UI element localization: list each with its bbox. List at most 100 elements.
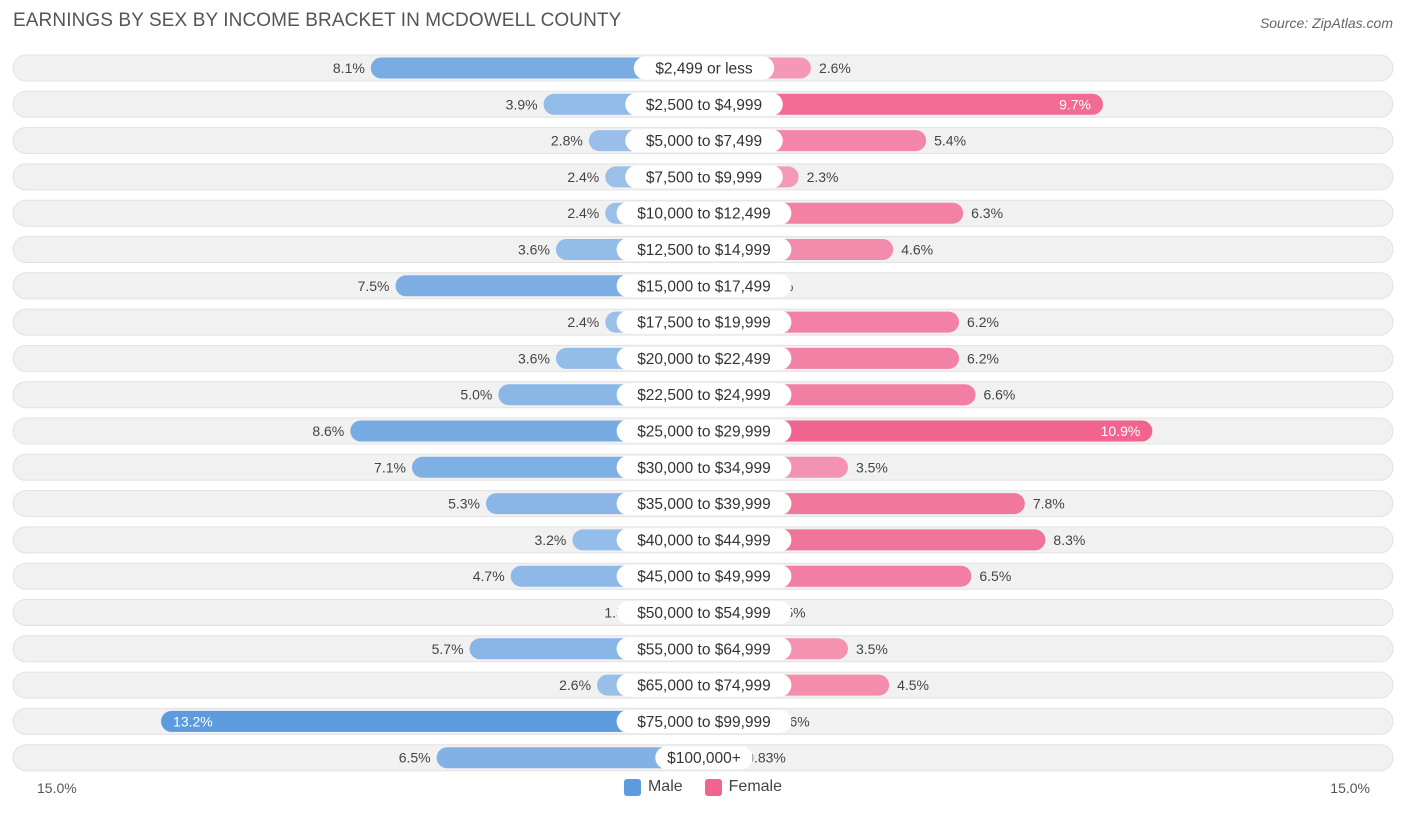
category-pill: [655, 746, 753, 770]
female-value-label: 4.6%: [901, 242, 933, 258]
female-value-label: 3.5%: [856, 641, 888, 657]
female-value-label: 4.5%: [897, 677, 929, 693]
category-label: $25,000 to $29,999: [637, 424, 771, 441]
male-bar: [161, 710, 705, 732]
female-value-label: 2.6%: [819, 60, 851, 76]
female-value-label: 6.2%: [967, 350, 999, 366]
bar-row: 2.8% 5.4% $5,000 to $7,499: [12, 127, 1394, 155]
female-bar: [704, 93, 1103, 115]
bar-row: 5.0% 6.6% $22,500 to $24,999: [12, 381, 1394, 409]
category-label: $15,000 to $17,499: [637, 278, 771, 295]
female-value-label: 2.3%: [807, 169, 839, 185]
bar-row: 3.9% 9.7% $2,500 to $4,999: [12, 90, 1394, 118]
category-label: $7,500 to $9,999: [646, 169, 762, 186]
male-value-label: 2.4%: [567, 205, 599, 221]
bar-row: 7.5%1.2%$15,000 to $17,499: [12, 272, 1394, 300]
source-label: Source: ZipAtlas.com: [1259, 15, 1393, 31]
category-pill: [616, 201, 792, 225]
category-label: $30,000 to $34,999: [637, 460, 771, 477]
female-value-label: 6.6%: [983, 387, 1015, 403]
bar-row: 8.1% 2.6% $2,499 or less: [12, 54, 1394, 82]
bar-row: 3.6% 6.2% $20,000 to $22,499: [12, 344, 1394, 372]
category-label: $40,000 to $44,999: [637, 532, 771, 549]
category-pill: [616, 455, 792, 479]
category-pill: [616, 709, 792, 733]
legend-swatch-male: [623, 778, 641, 796]
category-pill: [633, 56, 775, 80]
male-value-label: 7.5%: [358, 278, 390, 294]
legend-label-female: Female: [728, 778, 783, 795]
category-label: $2,500 to $4,999: [646, 97, 762, 114]
female-bar: [704, 420, 1153, 442]
category-label: $100,000+: [667, 750, 741, 767]
male-value-label: 13.2%: [173, 713, 213, 729]
female-value-label: 3.5%: [856, 459, 888, 475]
bar-row: 2.4% 2.3% $7,500 to $9,999: [12, 163, 1394, 191]
category-label: $50,000 to $54,999: [637, 605, 771, 622]
female-value-label: 6.2%: [967, 314, 999, 330]
female-value-label: 5.4%: [934, 133, 966, 149]
bar-row: 2.4% 6.3% $10,000 to $12,499: [12, 199, 1394, 227]
male-value-label: 5.0%: [460, 387, 492, 403]
male-value-label: 3.6%: [518, 242, 550, 258]
male-value-label: 3.9%: [506, 96, 538, 112]
male-bar: [436, 747, 704, 769]
legend-label-male: Male: [647, 778, 683, 795]
category-pill: [616, 492, 792, 516]
legend-swatch-female: [704, 778, 722, 796]
category-label: $10,000 to $12,499: [637, 206, 771, 223]
bar-row: 3.6% 4.6% $12,500 to $14,999: [12, 236, 1394, 263]
male-value-label: 3.2%: [534, 532, 566, 548]
male-value-label: 8.1%: [333, 60, 365, 76]
female-value-label: 6.5%: [979, 568, 1011, 584]
category-pill: [616, 419, 792, 443]
male-value-label: 5.7%: [432, 641, 464, 657]
category-pill: [625, 92, 783, 116]
bar-row: 13.2% 1.6%$75,000 to $99,999: [12, 707, 1394, 735]
bar-row: 1.5%1.5%$50,000 to $54,999: [12, 599, 1394, 626]
female-value-label: 7.8%: [1033, 496, 1065, 512]
category-pill: [616, 673, 792, 697]
category-pill: [616, 383, 792, 407]
category-label: $17,500 to $19,999: [637, 315, 771, 332]
bar-row: 7.1% 3.5% $30,000 to $34,999: [12, 453, 1394, 481]
category-pill: [616, 310, 792, 334]
bar-row: 2.6% 4.5% $65,000 to $74,999: [12, 671, 1394, 699]
category-pill: [616, 601, 792, 624]
axis-right-label: 15.0%: [1330, 780, 1370, 796]
category-label: $55,000 to $64,999: [637, 641, 771, 658]
category-label: $5,000 to $7,499: [646, 133, 762, 150]
male-value-label: 4.7%: [473, 568, 505, 584]
category-pill: [616, 274, 792, 298]
bar-row: 5.7% 3.5% $55,000 to $64,999: [12, 635, 1394, 663]
male-value-label: 2.6%: [559, 677, 591, 693]
male-value-label: 6.5%: [399, 750, 431, 766]
female-value-label: 0.83%: [746, 750, 786, 766]
bar-row: 6.5% 0.83% $100,000+: [12, 744, 1394, 772]
chart-title: EARNINGS BY SEX BY INCOME BRACKET IN MCD…: [13, 10, 622, 31]
category-label: $2,499 or less: [655, 61, 753, 78]
female-value-label: 8.3%: [1053, 532, 1085, 548]
category-pill: [616, 528, 792, 552]
category-label: $12,500 to $14,999: [637, 242, 771, 259]
male-value-label: 8.6%: [312, 423, 344, 439]
category-pill: [625, 165, 783, 189]
bar-row: 8.6% 10.9% $25,000 to $29,999: [12, 417, 1394, 445]
female-value-label: 6.3%: [971, 205, 1003, 221]
category-pill: [625, 129, 783, 153]
category-label: $22,500 to $24,999: [637, 387, 771, 404]
axis-left-label: 15.0%: [37, 780, 77, 796]
female-value-label: 9.7%: [1059, 96, 1091, 112]
category-label: $65,000 to $74,999: [637, 678, 771, 695]
bar-row: 3.2% 8.3% $40,000 to $44,999: [12, 526, 1394, 554]
category-pill: [616, 564, 792, 588]
category-label: $75,000 to $99,999: [637, 714, 771, 731]
male-value-label: 2.4%: [567, 169, 599, 185]
legend-item-female[interactable]: Female: [704, 778, 783, 796]
category-label: $45,000 to $49,999: [637, 569, 771, 586]
bar-row: 5.3% 7.8% $35,000 to $39,999: [12, 490, 1394, 518]
male-value-label: 5.3%: [448, 496, 480, 512]
male-value-label: 3.6%: [518, 350, 550, 366]
male-bar: [350, 420, 704, 442]
legend-item-male[interactable]: Male: [623, 778, 683, 796]
